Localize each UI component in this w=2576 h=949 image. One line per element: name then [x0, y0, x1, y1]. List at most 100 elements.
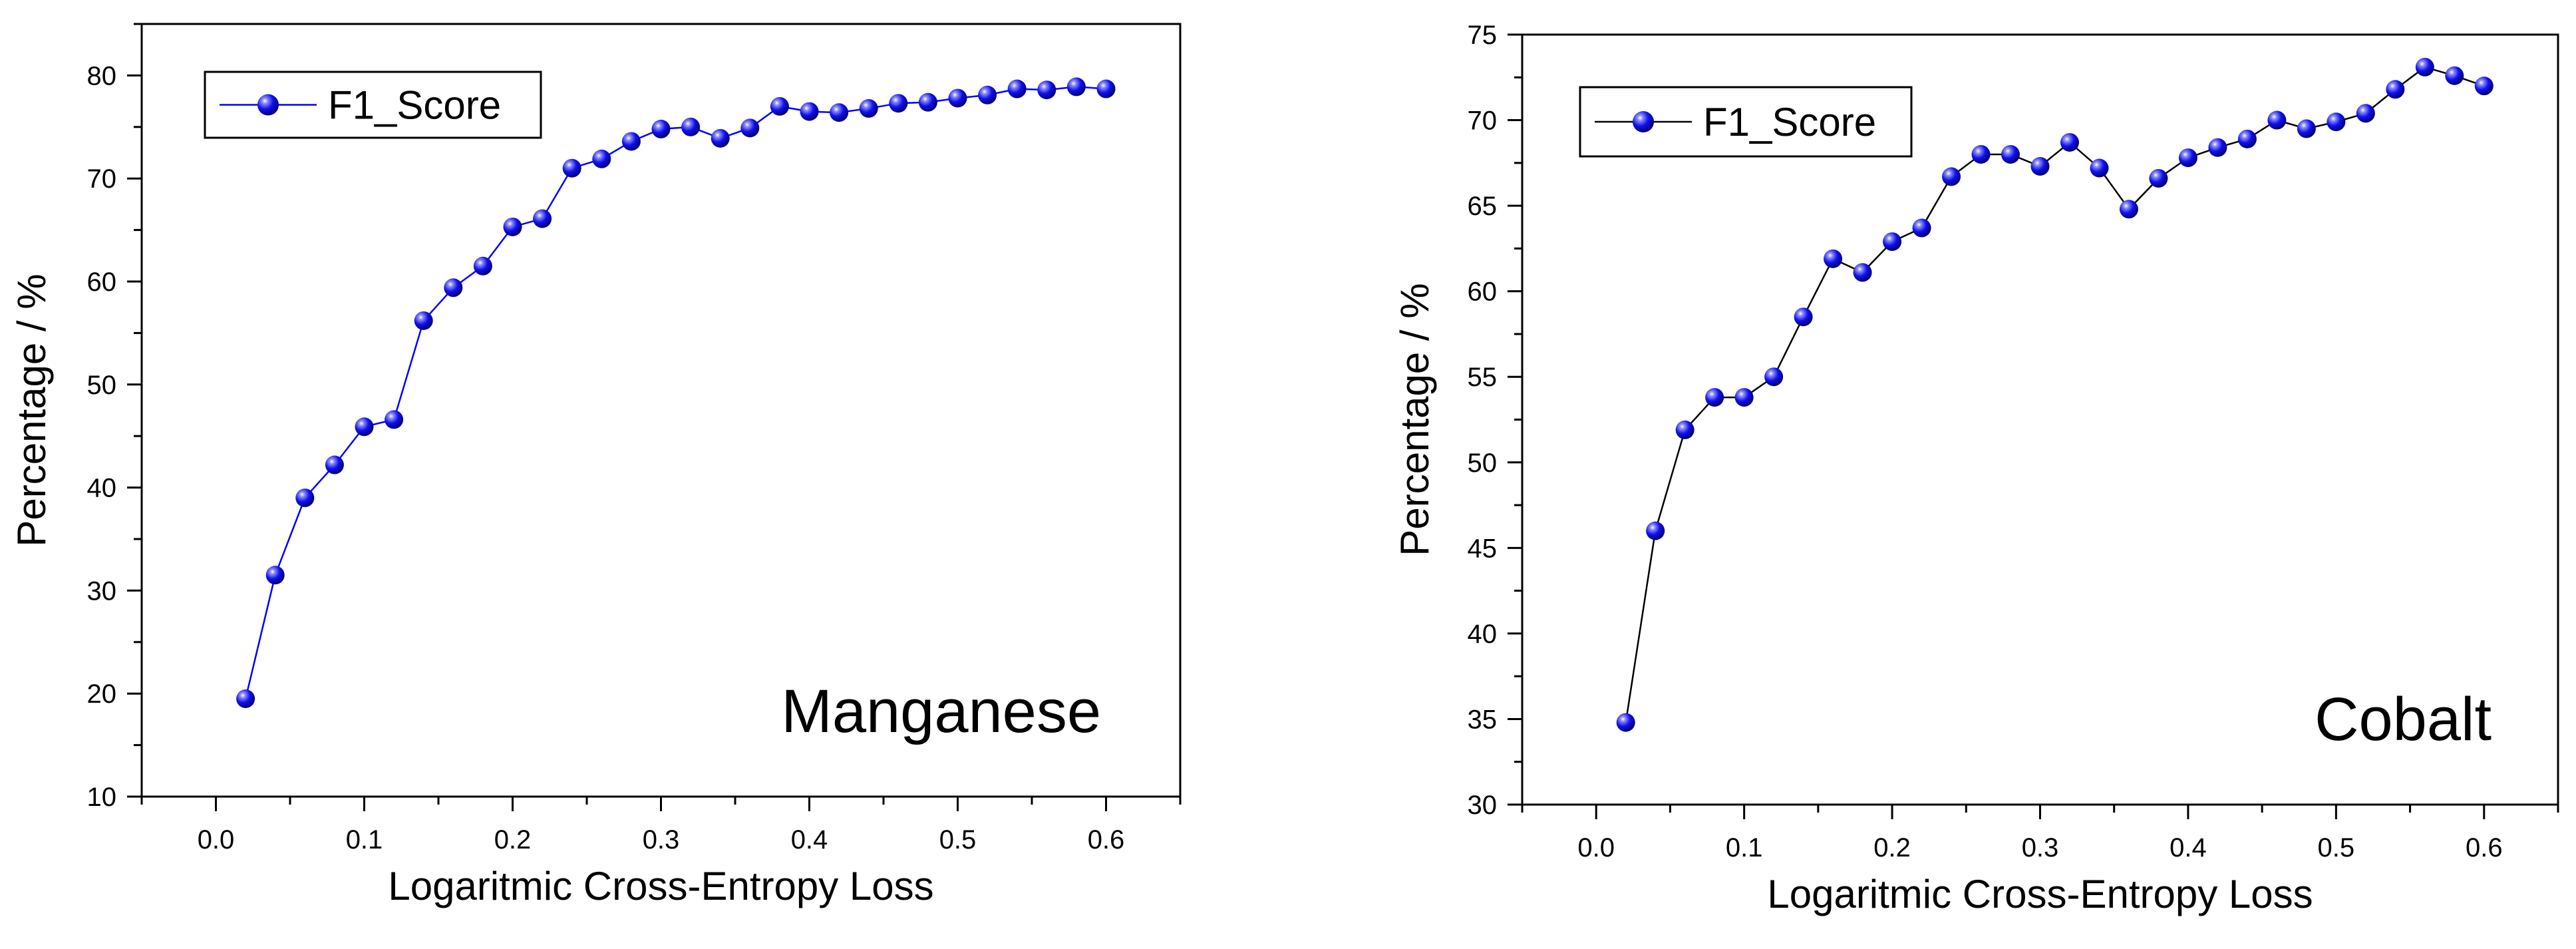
- data-point: [355, 417, 374, 437]
- data-point: [265, 566, 285, 585]
- data-point: [385, 410, 404, 429]
- data-point: [2149, 168, 2168, 188]
- x-tick-label: 0.6: [1088, 825, 1125, 854]
- data-point: [889, 94, 908, 113]
- y-tick-label: 50: [1468, 449, 1498, 478]
- data-point: [2030, 156, 2050, 176]
- data-point: [592, 149, 611, 168]
- data-point: [1007, 79, 1027, 98]
- y-tick-label: 60: [87, 268, 117, 297]
- data-point: [2208, 138, 2227, 157]
- data-point: [503, 217, 522, 236]
- data-point: [2415, 57, 2434, 77]
- x-tick-label: 0.2: [494, 825, 532, 854]
- data-point: [1037, 81, 1056, 100]
- data-point: [295, 488, 315, 508]
- y-axis-label: Percentage / %: [1392, 283, 1437, 556]
- data-point: [740, 118, 760, 138]
- panel-annotation: Manganese: [781, 677, 1101, 745]
- x-tick-label: 0.1: [346, 825, 383, 854]
- data-point: [1675, 420, 1694, 439]
- data-point: [681, 117, 701, 136]
- x-tick-label: 0.5: [939, 825, 977, 854]
- data-point: [651, 119, 671, 138]
- y-tick-label: 65: [1468, 192, 1498, 221]
- data-point: [1824, 249, 1843, 268]
- y-tick-label: 50: [87, 371, 117, 400]
- data-point: [2327, 112, 2346, 132]
- data-point: [1066, 77, 1086, 96]
- x-tick-label: 0.6: [2466, 833, 2503, 862]
- data-point: [473, 256, 492, 276]
- x-tick-label: 0.4: [2170, 833, 2207, 862]
- data-point: [562, 158, 581, 178]
- legend-marker-sample: [257, 94, 279, 116]
- x-axis-label: Logaritmic Cross-Entropy Loss: [1767, 872, 2313, 916]
- data-point: [770, 96, 789, 116]
- y-tick-label: 30: [1468, 791, 1498, 820]
- y-tick-label: 30: [87, 576, 117, 606]
- x-tick-label: 0.0: [198, 825, 235, 854]
- y-tick-label: 20: [87, 679, 117, 709]
- y-tick-label: 10: [87, 783, 117, 812]
- data-point: [2356, 104, 2375, 123]
- data-point: [2445, 66, 2464, 85]
- data-point: [1883, 232, 1902, 252]
- data-point: [1942, 167, 1961, 186]
- y-tick-label: 75: [1468, 21, 1498, 50]
- y-tick-label: 55: [1468, 363, 1498, 392]
- x-tick-label: 0.4: [791, 825, 828, 854]
- data-point: [2237, 129, 2257, 148]
- data-point: [1853, 263, 1872, 282]
- y-tick-label: 35: [1468, 705, 1498, 734]
- x-axis-label: Logaritmic Cross-Entropy Loss: [388, 864, 933, 908]
- legend-label: F1_Score: [1703, 100, 1876, 144]
- y-tick-label: 70: [87, 164, 117, 194]
- data-point: [1764, 367, 1784, 387]
- data-point: [2386, 80, 2405, 99]
- y-tick-label: 60: [1468, 278, 1498, 307]
- y-tick-label: 70: [1468, 106, 1498, 136]
- data-point: [444, 278, 463, 297]
- data-point: [2090, 158, 2109, 178]
- data-point: [800, 102, 819, 121]
- data-point: [830, 103, 849, 122]
- x-tick-label: 0.1: [1726, 833, 1763, 862]
- data-point: [621, 132, 641, 151]
- data-point: [2060, 132, 2079, 152]
- y-tick-label: 40: [87, 474, 117, 503]
- legend-label: F1_Score: [328, 83, 501, 128]
- data-point: [948, 89, 967, 108]
- x-tick-label: 0.5: [2318, 833, 2355, 862]
- data-point: [2119, 200, 2138, 219]
- x-tick-label: 0.3: [2022, 833, 2059, 862]
- data-point: [2001, 144, 2020, 164]
- data-point: [1096, 79, 1116, 98]
- data-point: [1794, 307, 1813, 327]
- y-tick-label: 40: [1468, 620, 1498, 649]
- y-axis-label: Percentage / %: [9, 274, 54, 546]
- panel-annotation: Cobalt: [2315, 685, 2492, 753]
- data-point: [533, 209, 552, 228]
- x-tick-label: 0.2: [1873, 833, 1911, 862]
- data-point: [236, 689, 255, 708]
- data-point: [1971, 144, 1991, 164]
- data-point: [2178, 148, 2197, 168]
- data-point: [1734, 388, 1754, 407]
- data-point: [918, 93, 937, 112]
- series-line: [1625, 66, 2485, 723]
- data-point: [325, 455, 344, 475]
- data-point: [1616, 713, 1635, 732]
- data-point: [859, 98, 878, 118]
- chart-1: 0.0 0.1 0.2 0.3 0.4 0.5 0.6 10 20 30 40 50 60 70 80 Log…: [9, 23, 1182, 908]
- data-point: [1646, 521, 1665, 540]
- data-point: [2297, 119, 2316, 138]
- series-line: [244, 86, 1106, 699]
- data-point: [1912, 218, 1931, 238]
- data-point: [2474, 77, 2494, 96]
- x-tick-label: 0.3: [643, 825, 680, 854]
- y-tick-label: 80: [87, 61, 117, 91]
- data-point: [978, 85, 997, 104]
- data-point: [1705, 388, 1724, 407]
